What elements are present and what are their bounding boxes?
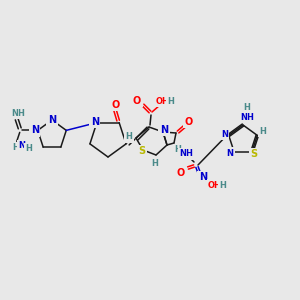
Text: O: O [111, 100, 119, 110]
Text: OH: OH [208, 181, 222, 190]
Text: H: H [220, 182, 226, 190]
Text: OH: OH [156, 97, 170, 106]
Text: H: H [25, 144, 32, 153]
Text: NH: NH [179, 149, 193, 158]
Text: H: H [259, 127, 266, 136]
Text: H: H [12, 143, 19, 152]
Text: H: H [175, 146, 182, 154]
Text: N: N [91, 117, 99, 127]
Text: O: O [185, 117, 193, 127]
Text: O: O [133, 96, 141, 106]
Text: O: O [177, 168, 185, 178]
Text: N: N [160, 125, 168, 135]
Text: N: N [227, 148, 234, 158]
Text: H: H [168, 98, 174, 106]
Text: N: N [199, 172, 207, 182]
Text: N: N [31, 125, 39, 135]
Text: H: H [126, 132, 133, 141]
Text: N: N [48, 115, 56, 125]
Text: NH: NH [240, 112, 254, 122]
Text: H: H [244, 103, 250, 112]
Text: H: H [152, 158, 158, 167]
Text: NH: NH [11, 109, 25, 118]
Text: N: N [18, 141, 25, 150]
Text: S: S [138, 146, 146, 156]
Text: N: N [221, 130, 228, 139]
Text: S: S [250, 149, 257, 159]
